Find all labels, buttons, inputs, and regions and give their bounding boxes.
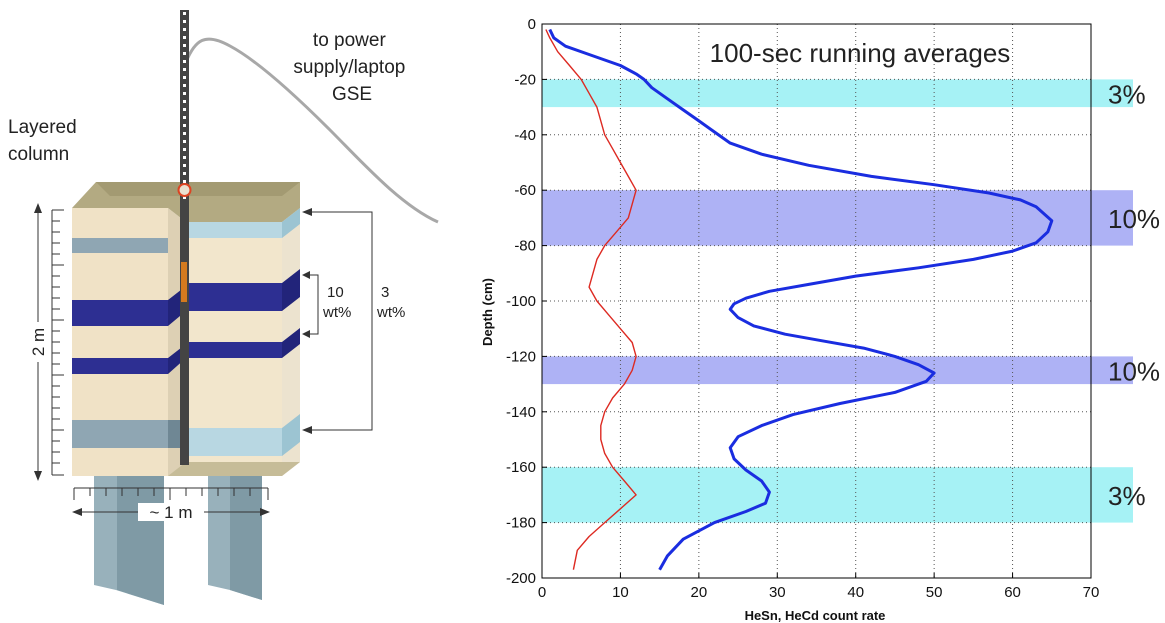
layer-dark-4 [186, 342, 282, 358]
band-label-3: 3% [1108, 481, 1146, 511]
layered-column-diagram: 2 m ~ 1 m Layered column to power supply… [8, 10, 439, 605]
y-tick-label-0: 0 [528, 16, 536, 33]
band-1 [542, 190, 1133, 246]
bracket-10pct [304, 274, 319, 335]
x-axis-label: HeSn, HeCd count rate [745, 608, 886, 623]
y-tick-label-2: -40 [514, 127, 536, 144]
series-line-1 [545, 29, 637, 570]
chart-series [545, 28, 1054, 571]
width-arrow-left [72, 508, 82, 516]
band-label-2: 10% [1108, 356, 1160, 386]
power-label: to power supply/laptop GSE [293, 30, 410, 105]
band-3 [542, 467, 1133, 523]
x-tick-label-6: 60 [1004, 584, 1021, 601]
layer-light-2 [186, 428, 282, 456]
probe-tube [180, 10, 189, 465]
column-bottom-ledge [168, 462, 300, 476]
side-layer-dark-1 [282, 269, 300, 311]
side-layer-light-2 [282, 414, 300, 456]
side-layer-light-1 [282, 208, 300, 238]
y-tick-label-4: -80 [514, 238, 536, 255]
layer-dark-2 [72, 358, 168, 374]
bracket-10-arrow-bottom [302, 330, 310, 338]
column-top-edge [96, 182, 300, 196]
y-tick-label-10: -200 [506, 570, 536, 587]
layer-dark-3 [186, 283, 282, 311]
bracket-3-arrow-top [302, 208, 312, 216]
power-cable [184, 37, 439, 224]
band-label-0: 3% [1108, 79, 1146, 109]
probe-detector [181, 262, 187, 302]
series-line-0 [548, 28, 1054, 571]
support-leg-right-shade [230, 470, 262, 600]
side-layer-dark-2 [282, 328, 300, 358]
y-tick-label-3: -60 [514, 182, 536, 199]
bracket-3-label: 3 wt% [376, 284, 405, 321]
y-tick-label-7: -140 [506, 404, 536, 421]
band-label-1: 10% [1108, 204, 1160, 234]
layer-light-1 [186, 222, 282, 238]
height-label: 2 m [29, 328, 48, 356]
column-label: Layered column [8, 117, 82, 165]
probe-connector [177, 183, 192, 197]
bracket-3-arrow-bottom [302, 426, 312, 434]
x-tick-label-1: 10 [612, 584, 629, 601]
y-tick-label-1: -20 [514, 71, 536, 88]
chart-grid [542, 24, 1091, 578]
y-tick-label-9: -180 [506, 515, 536, 532]
band-2 [542, 356, 1133, 385]
band-labels: 3% 10% 10% 3% [1108, 79, 1160, 511]
x-tick-label-0: 0 [538, 584, 546, 601]
layer-dark-1 [72, 300, 168, 326]
y-axis-label: Depth (cm) [480, 278, 495, 346]
support-leg-left-shade [117, 470, 164, 605]
height-arrow-top [34, 203, 42, 213]
bracket-3pct [304, 211, 373, 431]
bracket-10-label: 10 wt% [322, 284, 351, 321]
height-arrow-bottom [34, 471, 42, 481]
height-scale [51, 209, 64, 476]
chart-title: 100-sec running averages [710, 38, 1011, 68]
x-tick-label-7: 70 [1083, 584, 1100, 601]
x-tick-label-5: 50 [926, 584, 943, 601]
layer-grey-2 [72, 420, 168, 448]
y-tick-label-8: -160 [506, 459, 536, 476]
concentration-bands [542, 79, 1133, 523]
y-tick-label-6: -120 [506, 348, 536, 365]
layer-grey-1 [72, 238, 168, 253]
bracket-10-arrow-top [302, 271, 310, 279]
x-tick-label-3: 30 [769, 584, 786, 601]
band-0 [542, 79, 1133, 108]
x-tick-label-4: 40 [847, 584, 864, 601]
width-label: ~ 1 m [150, 503, 193, 522]
y-tick-label-5: -100 [506, 293, 536, 310]
x-tick-label-2: 20 [691, 584, 708, 601]
width-arrow-right [260, 508, 270, 516]
